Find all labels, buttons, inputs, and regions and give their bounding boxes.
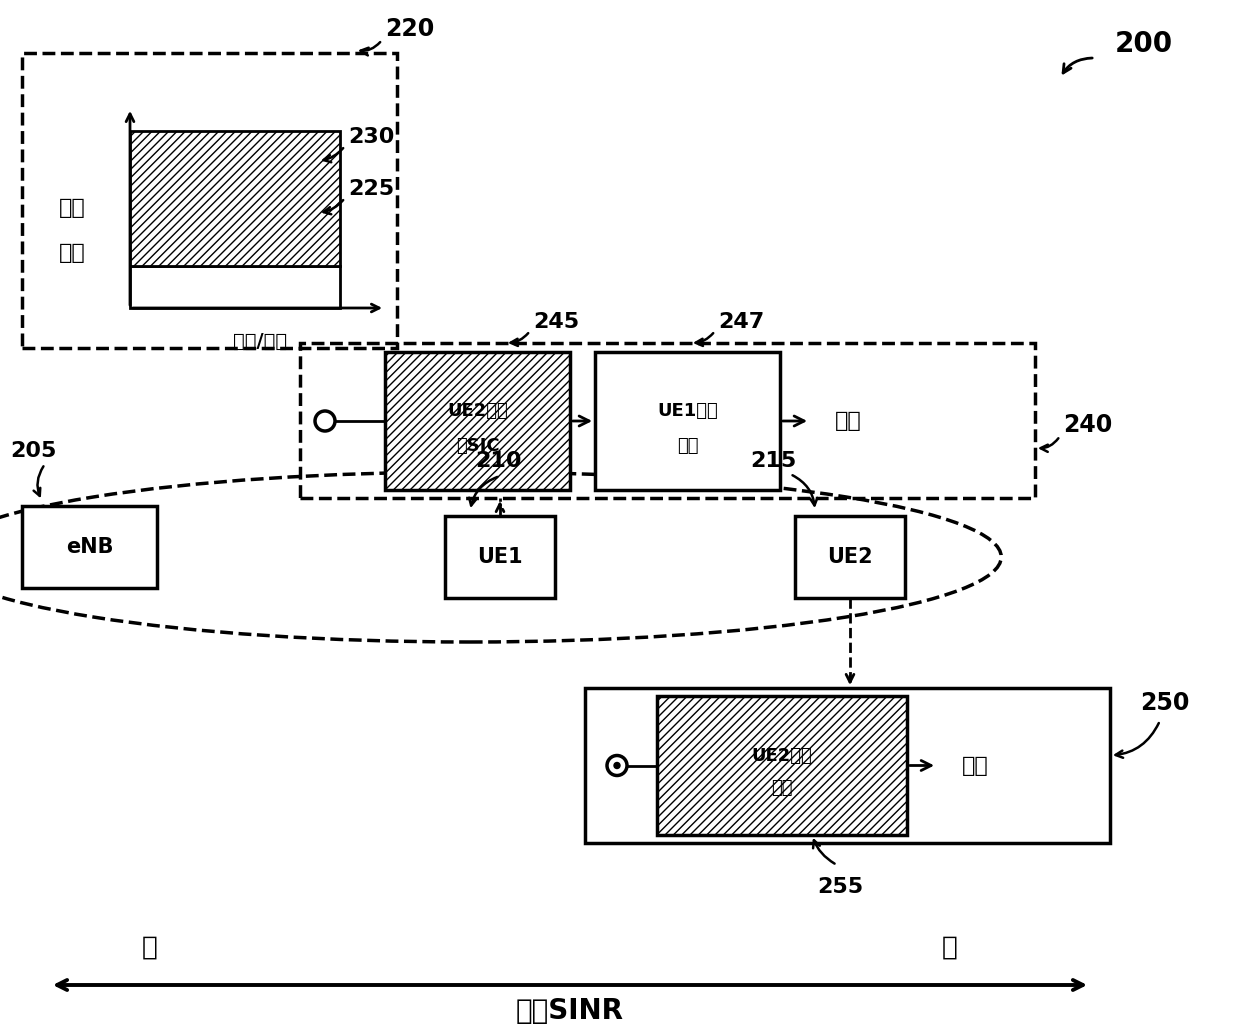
Text: 数据: 数据 xyxy=(835,411,862,431)
Text: 的SIC: 的SIC xyxy=(455,437,500,455)
Bar xyxy=(657,696,906,835)
Text: UE1: UE1 xyxy=(477,547,523,567)
Bar xyxy=(595,352,780,490)
Text: 发射: 发射 xyxy=(58,198,86,218)
Circle shape xyxy=(614,762,620,769)
Text: 时间/频率: 时间/频率 xyxy=(233,332,288,350)
Bar xyxy=(795,516,905,598)
Bar xyxy=(130,131,340,267)
Text: 接收SINR: 接收SINR xyxy=(516,997,624,1025)
Bar xyxy=(22,53,397,348)
Text: 解码: 解码 xyxy=(771,780,792,797)
Bar xyxy=(445,516,556,598)
Text: 210: 210 xyxy=(475,451,522,471)
Text: 215: 215 xyxy=(750,451,796,471)
Text: eNB: eNB xyxy=(66,537,113,557)
Text: 230: 230 xyxy=(348,127,394,147)
Text: 225: 225 xyxy=(348,179,394,199)
Text: 255: 255 xyxy=(817,877,863,897)
Text: 数据: 数据 xyxy=(962,755,988,776)
Text: UE2信号: UE2信号 xyxy=(448,402,508,420)
Text: 250: 250 xyxy=(1140,691,1189,716)
Text: 247: 247 xyxy=(718,312,764,332)
Text: UE1信号: UE1信号 xyxy=(657,402,718,420)
Bar xyxy=(300,343,1035,498)
Text: 220: 220 xyxy=(384,17,434,41)
Text: 高: 高 xyxy=(143,935,157,961)
Bar xyxy=(585,688,1110,843)
Text: 240: 240 xyxy=(1063,413,1112,437)
Text: UE2: UE2 xyxy=(827,547,873,567)
Text: 200: 200 xyxy=(1115,30,1173,58)
Text: 功率: 功率 xyxy=(58,243,86,263)
Text: 245: 245 xyxy=(533,312,579,332)
Text: 205: 205 xyxy=(10,441,56,461)
Text: 解码: 解码 xyxy=(677,437,698,455)
Text: UE2信号: UE2信号 xyxy=(751,747,812,764)
Bar xyxy=(130,267,340,308)
Text: 低: 低 xyxy=(942,935,959,961)
Bar xyxy=(384,352,570,490)
Bar xyxy=(22,506,157,588)
